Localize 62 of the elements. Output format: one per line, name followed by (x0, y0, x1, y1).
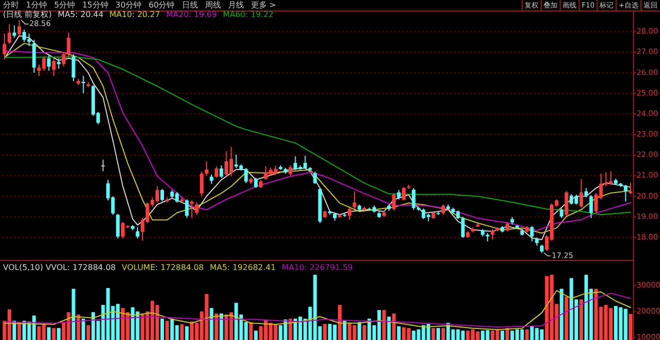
chart-subtitle: (日线 前复权) (3, 10, 52, 20)
candlestick (530, 226, 534, 242)
candlestick (506, 221, 510, 232)
text: 15分钟 (82, 0, 108, 10)
candlestick (461, 216, 465, 238)
candlestick (244, 168, 248, 184)
candlestick (204, 160, 208, 176)
text: 月线 (228, 0, 244, 10)
candlestick (220, 164, 224, 178)
candlestick (116, 213, 120, 239)
text: MA5: 20.44 (58, 10, 104, 20)
chart-title: VOL(5,10) VVOL: 172884.08 (3, 263, 116, 272)
candlestick (392, 192, 396, 212)
candlestick (66, 32, 70, 58)
candlestick (210, 174, 214, 184)
text: MA20: 19.69 (166, 10, 217, 20)
candlestick (254, 177, 258, 189)
candlestick (564, 190, 568, 216)
text: MA10: 226791.59 (282, 263, 353, 272)
candlestick (490, 228, 494, 240)
candlestick (185, 198, 189, 218)
candlestick (412, 188, 416, 210)
text: 5分钟 (54, 0, 76, 10)
candlestick (402, 186, 406, 201)
candlestick (397, 190, 401, 200)
candlestick (214, 166, 218, 178)
candlestick (52, 58, 56, 76)
candlestick (579, 178, 584, 208)
text: 分时 (3, 0, 19, 10)
text: 60分钟 (148, 0, 175, 10)
candlestick (313, 171, 317, 184)
candlestick (62, 52, 66, 68)
candlestick (136, 226, 140, 239)
candlestick (441, 204, 445, 216)
candlestick (624, 184, 628, 202)
text: 1分钟 (26, 0, 48, 10)
text: MA10: 20.27 (109, 10, 160, 20)
candlestick (589, 194, 593, 219)
candlestick (584, 188, 588, 198)
text: 更多 > (250, 0, 276, 10)
candlestick (190, 200, 194, 218)
text: MA5: 192682.41 (210, 263, 276, 272)
candlestick (72, 54, 76, 82)
candlestick (352, 190, 356, 210)
text: 30分钟 (115, 0, 142, 10)
candlestick (12, 24, 16, 38)
candlestick (17, 20, 22, 36)
candlestick (628, 182, 632, 195)
candlestick (47, 54, 51, 72)
candlestick (2, 33, 6, 60)
candlestick (288, 164, 292, 176)
candlestick (348, 207, 352, 220)
candlestick (194, 202, 198, 216)
text: 日线 (182, 0, 198, 10)
candlestick (560, 208, 564, 218)
candlestick (200, 171, 204, 197)
text: MA60: 19.22 (222, 10, 274, 20)
annotation: VOLUME: 172884.08 (122, 263, 204, 272)
candlestick (160, 188, 164, 202)
candlestick (8, 24, 12, 44)
text: 周线 (204, 0, 221, 10)
candlestick (101, 159, 105, 172)
